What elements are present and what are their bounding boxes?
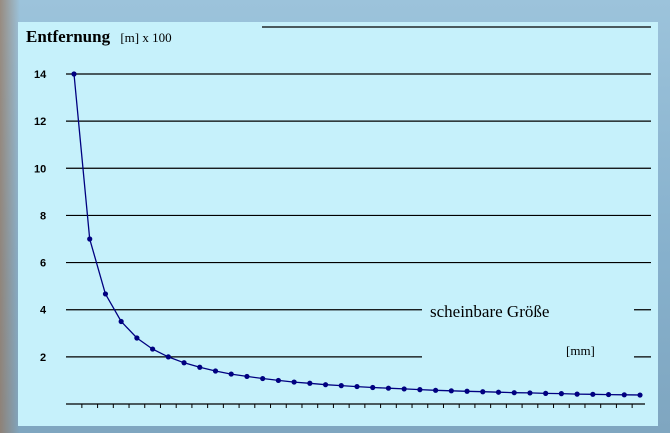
data-point-19 — [354, 383, 360, 390]
data-point-2 — [87, 236, 93, 242]
data-point-20 — [370, 384, 376, 391]
data-point-24 — [433, 387, 439, 393]
data-point-22 — [401, 386, 407, 392]
y-tick-label-14: 14 — [34, 69, 47, 81]
y-tick-label-6: 6 — [40, 258, 46, 270]
data-point-33 — [574, 391, 580, 397]
data-point-9 — [197, 364, 203, 370]
data-point-7 — [165, 354, 171, 360]
data-point-25 — [448, 388, 454, 394]
data-point-36 — [621, 392, 627, 398]
y-tick-label-2: 2 — [40, 352, 46, 364]
y-tick-label-10: 10 — [34, 163, 46, 175]
data-point-26 — [464, 388, 470, 394]
data-point-11 — [228, 371, 234, 377]
x-axis-label: scheinbare Größe — [430, 302, 550, 321]
data-point-28 — [495, 389, 502, 395]
data-point-16 — [307, 380, 313, 386]
x-axis-unit: [mm] — [566, 343, 595, 358]
chart-title: Entfernung [m] x 100 — [22, 27, 178, 47]
title-text: Entfernung — [26, 27, 111, 46]
data-point-14 — [275, 377, 281, 384]
data-point-3 — [102, 291, 109, 297]
y-tick-label-8: 8 — [40, 210, 46, 222]
data-point-27 — [480, 389, 486, 395]
data-point-31 — [543, 390, 549, 396]
data-point-32 — [558, 391, 564, 397]
x-label-box — [422, 297, 634, 363]
data-point-10 — [212, 368, 219, 374]
data-point-29 — [511, 390, 517, 396]
data-point-35 — [605, 391, 612, 398]
data-point-5 — [134, 335, 140, 341]
data-point-6 — [150, 346, 156, 352]
data-point-8 — [181, 360, 187, 366]
data-point-23 — [417, 387, 423, 393]
data-point-1 — [71, 71, 77, 77]
y-tick-label-4: 4 — [40, 305, 47, 317]
data-point-30 — [527, 390, 533, 396]
data-point-12 — [244, 373, 250, 380]
data-point-17 — [322, 382, 329, 388]
data-point-34 — [590, 391, 596, 397]
data-point-37 — [637, 392, 643, 398]
y-unit-label: [m] x 100 — [120, 30, 172, 45]
data-point-13 — [260, 375, 266, 382]
data-point-4 — [118, 318, 124, 325]
data-point-15 — [291, 379, 297, 385]
data-point-21 — [385, 385, 392, 391]
data-point-18 — [338, 383, 344, 389]
y-tick-label-12: 12 — [34, 116, 46, 128]
